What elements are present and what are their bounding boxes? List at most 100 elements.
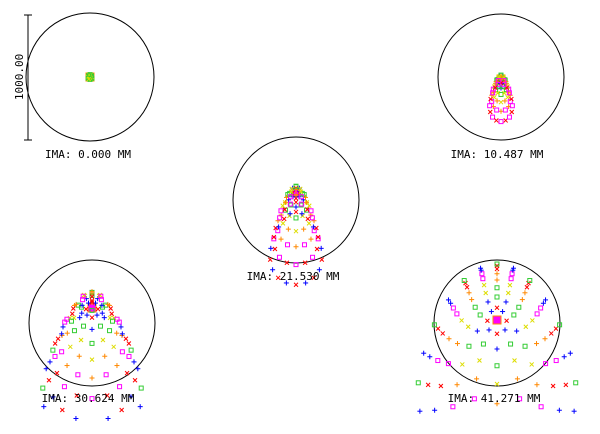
spot (80, 297, 86, 303)
spot (506, 90, 512, 96)
spot (534, 311, 540, 317)
spot (494, 305, 500, 311)
spot (563, 382, 569, 388)
spot (538, 305, 544, 311)
spot (89, 307, 95, 313)
spot (298, 194, 304, 200)
spot (494, 331, 500, 337)
spot (311, 228, 317, 234)
spot (97, 323, 103, 329)
spot (494, 261, 500, 267)
spot (509, 271, 515, 277)
field-label: IMA: 0.000 MM (45, 148, 131, 161)
spot (511, 312, 517, 318)
spot (488, 96, 493, 102)
spot (505, 290, 511, 296)
spot (59, 349, 65, 355)
spot (275, 228, 281, 234)
spot (517, 396, 523, 402)
field-label: IMA: 30.624 MM (42, 392, 135, 405)
spot (272, 246, 278, 252)
spot (75, 372, 81, 378)
spot (445, 361, 451, 367)
spot (293, 282, 299, 288)
spot (466, 343, 472, 349)
spot (111, 344, 117, 350)
spot (527, 278, 533, 284)
spot (494, 294, 500, 300)
scale-label: 1000.00 (13, 54, 26, 100)
spot (492, 85, 498, 91)
field-label: IMA: 21.530 MM (247, 270, 340, 283)
spot (86, 76, 92, 82)
spot (471, 396, 477, 402)
spot (78, 337, 84, 343)
spot (293, 228, 299, 234)
spot (298, 189, 304, 195)
spot (107, 328, 113, 334)
spot (495, 81, 501, 87)
spot (123, 336, 129, 342)
spot (438, 383, 444, 389)
spot (415, 380, 421, 386)
spot (463, 280, 468, 286)
spot (440, 331, 446, 336)
spot (62, 319, 68, 325)
spot (494, 381, 500, 387)
spot (483, 290, 489, 296)
spot (280, 203, 286, 209)
airy-circle (437, 13, 565, 141)
spot (132, 377, 138, 383)
spot (46, 377, 52, 383)
spot (128, 347, 134, 353)
spot (494, 363, 500, 369)
spot (490, 114, 496, 120)
spot (276, 254, 282, 260)
spot (479, 271, 485, 277)
spot (85, 74, 91, 80)
spot (80, 293, 86, 299)
spot (267, 257, 273, 262)
spot (126, 353, 132, 359)
spot (124, 370, 130, 376)
spot (271, 234, 277, 240)
spot (69, 311, 75, 317)
spot (425, 382, 431, 388)
spot (498, 119, 504, 125)
spot (505, 95, 511, 100)
spot (306, 221, 312, 226)
spot (287, 213, 292, 219)
spot (52, 341, 58, 346)
spot (480, 341, 486, 347)
spot (275, 275, 281, 281)
spot (81, 292, 87, 298)
spot (304, 207, 310, 212)
spot-cluster (487, 72, 515, 125)
spot (302, 260, 308, 266)
spot-core (492, 315, 502, 325)
spot (81, 323, 87, 329)
spot (538, 404, 544, 410)
spot (487, 109, 493, 115)
spot (83, 306, 89, 312)
spot (50, 347, 56, 353)
spot (480, 276, 486, 282)
spot (490, 90, 496, 96)
spot (504, 85, 510, 91)
spot (550, 383, 556, 389)
spot (553, 358, 559, 364)
spot (487, 103, 493, 109)
spot (109, 318, 115, 324)
spot (506, 114, 512, 120)
spot (69, 318, 75, 324)
spot (526, 280, 531, 286)
spot (494, 107, 500, 113)
spot (89, 357, 95, 362)
spot (293, 215, 299, 221)
spot (548, 331, 554, 336)
spot (119, 349, 125, 355)
field-label: IMA: 10.487 MM (451, 148, 544, 161)
spot (309, 215, 315, 221)
spot (502, 107, 508, 113)
